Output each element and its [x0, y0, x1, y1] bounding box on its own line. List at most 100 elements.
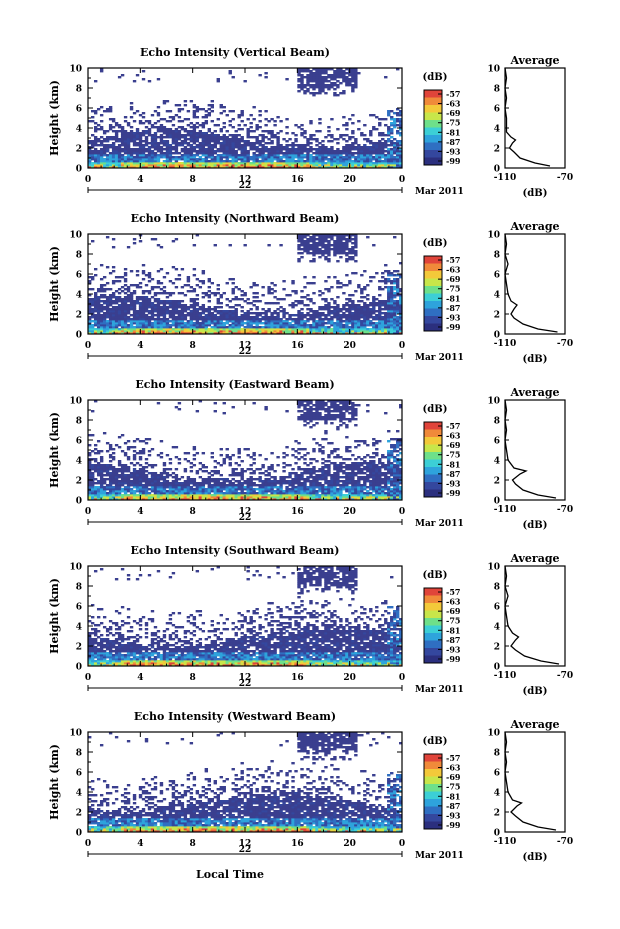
- heatmap-cell: [381, 312, 385, 315]
- heatmap-cell: [117, 496, 122, 499]
- heatmap-cell: [141, 158, 146, 161]
- heatmap-cell: [165, 482, 170, 485]
- heatmap-cell: [135, 300, 140, 303]
- heatmap-cell: [294, 150, 298, 153]
- heatmap-cell: [183, 318, 188, 321]
- heatmap-cell: [90, 240, 95, 243]
- heatmap-cell: [378, 322, 382, 325]
- heatmap-cell: [252, 156, 256, 159]
- heatmap-cell: [276, 116, 280, 119]
- heatmap-cell: [120, 482, 125, 485]
- heatmap-cell: [129, 472, 134, 475]
- heatmap-cell: [138, 470, 143, 473]
- heatmap-cell: [318, 306, 322, 309]
- heatmap-cell: [147, 130, 152, 133]
- heatmap-cell: [102, 318, 107, 321]
- heatmap-cell: [342, 304, 346, 307]
- heatmap-cell: [105, 468, 110, 471]
- heatmap-cell: [165, 474, 170, 477]
- heatmap-cell: [219, 326, 223, 329]
- heatmap-cell: [351, 316, 355, 319]
- heatmap-cell: [135, 486, 140, 489]
- heatmap-cell: [384, 304, 388, 307]
- heatmap-cell: [105, 494, 110, 497]
- heatmap-cell: [165, 158, 170, 161]
- heatmap-cell: [207, 104, 212, 107]
- heatmap-cell: [330, 160, 334, 163]
- heatmap-cell: [273, 326, 277, 329]
- heatmap-cell: [192, 314, 197, 317]
- heatmap-cell: [195, 490, 200, 493]
- heatmap-cell: [123, 156, 128, 159]
- heatmap-cell: [201, 478, 206, 481]
- heatmap-cell: [324, 234, 328, 237]
- heatmap-cell: [315, 80, 319, 83]
- heatmap-cell: [186, 482, 191, 485]
- heatmap-cell: [345, 330, 349, 333]
- heatmap-cell: [378, 306, 382, 309]
- heatmap-cell: [378, 280, 382, 283]
- heatmap-cell: [135, 138, 140, 141]
- heatmap-cell: [303, 332, 307, 335]
- heatmap-cell: [330, 148, 334, 151]
- heatmap-cell: [213, 328, 217, 331]
- heatmap-cell: [177, 300, 182, 303]
- heatmap-cell: [240, 162, 244, 165]
- heatmap-cell: [378, 288, 382, 291]
- heatmap-cell: [249, 302, 253, 305]
- heatmap-cell: [306, 246, 310, 249]
- heatmap-cell: [177, 116, 182, 119]
- heatmap-cell: [345, 84, 349, 87]
- heatmap-cell: [88, 282, 92, 285]
- heatmap-cell: [336, 72, 340, 75]
- heatmap-cell: [363, 304, 367, 307]
- heatmap-cell: [225, 158, 229, 161]
- heatmap-cell: [393, 144, 397, 147]
- heatmap-cell: [90, 476, 95, 479]
- x-tick-label: 0: [399, 341, 405, 351]
- heatmap-cell: [147, 290, 152, 293]
- heatmap-cell: [288, 324, 292, 327]
- heatmap-cell: [108, 110, 113, 113]
- heatmap-cell: [339, 256, 343, 259]
- heatmap-cell: [189, 304, 194, 307]
- heatmap-cell: [183, 154, 188, 157]
- heatmap-cell: [90, 324, 95, 327]
- heatmap-cell: [222, 144, 226, 147]
- heatmap-cell: [360, 316, 364, 319]
- heatmap-cell: [165, 320, 170, 323]
- heatmap-cell: [111, 486, 116, 489]
- heatmap-cell: [222, 318, 226, 321]
- heatmap-cell: [216, 322, 220, 325]
- heatmap-cell: [108, 468, 113, 471]
- heatmap-cell: [102, 152, 107, 155]
- heatmap-cell: [192, 448, 197, 451]
- heatmap-cell: [231, 278, 235, 281]
- heatmap-cell: [123, 310, 128, 313]
- heatmap-cell: [348, 320, 352, 323]
- heatmap-cell: [363, 314, 367, 317]
- heatmap-cell: [195, 284, 200, 287]
- heatmap-cell: [177, 136, 182, 139]
- heatmap-cell: [180, 126, 185, 129]
- heatmap-cell: [183, 150, 188, 153]
- heatmap-cell: [240, 328, 244, 331]
- heatmap-cell: [279, 130, 283, 133]
- heatmap-cell: [354, 78, 358, 81]
- heatmap-cell: [387, 322, 391, 325]
- heatmap-cell: [201, 328, 206, 331]
- heatmap-cell: [165, 306, 170, 309]
- heatmap-cell: [366, 150, 370, 153]
- heatmap-cell: [210, 328, 214, 331]
- heatmap-cell: [141, 152, 146, 155]
- heatmap-cell: [111, 294, 116, 297]
- heatmap-cell: [105, 498, 110, 501]
- heatmap-cell: [117, 436, 122, 439]
- heatmap-cell: [198, 308, 203, 311]
- heatmap-cell: [99, 450, 104, 453]
- heatmap-cell: [99, 316, 104, 319]
- heatmap-cell: [300, 312, 304, 315]
- heatmap-cell: [339, 150, 343, 153]
- heatmap-cell: [381, 332, 385, 335]
- heatmap-cell: [168, 328, 173, 331]
